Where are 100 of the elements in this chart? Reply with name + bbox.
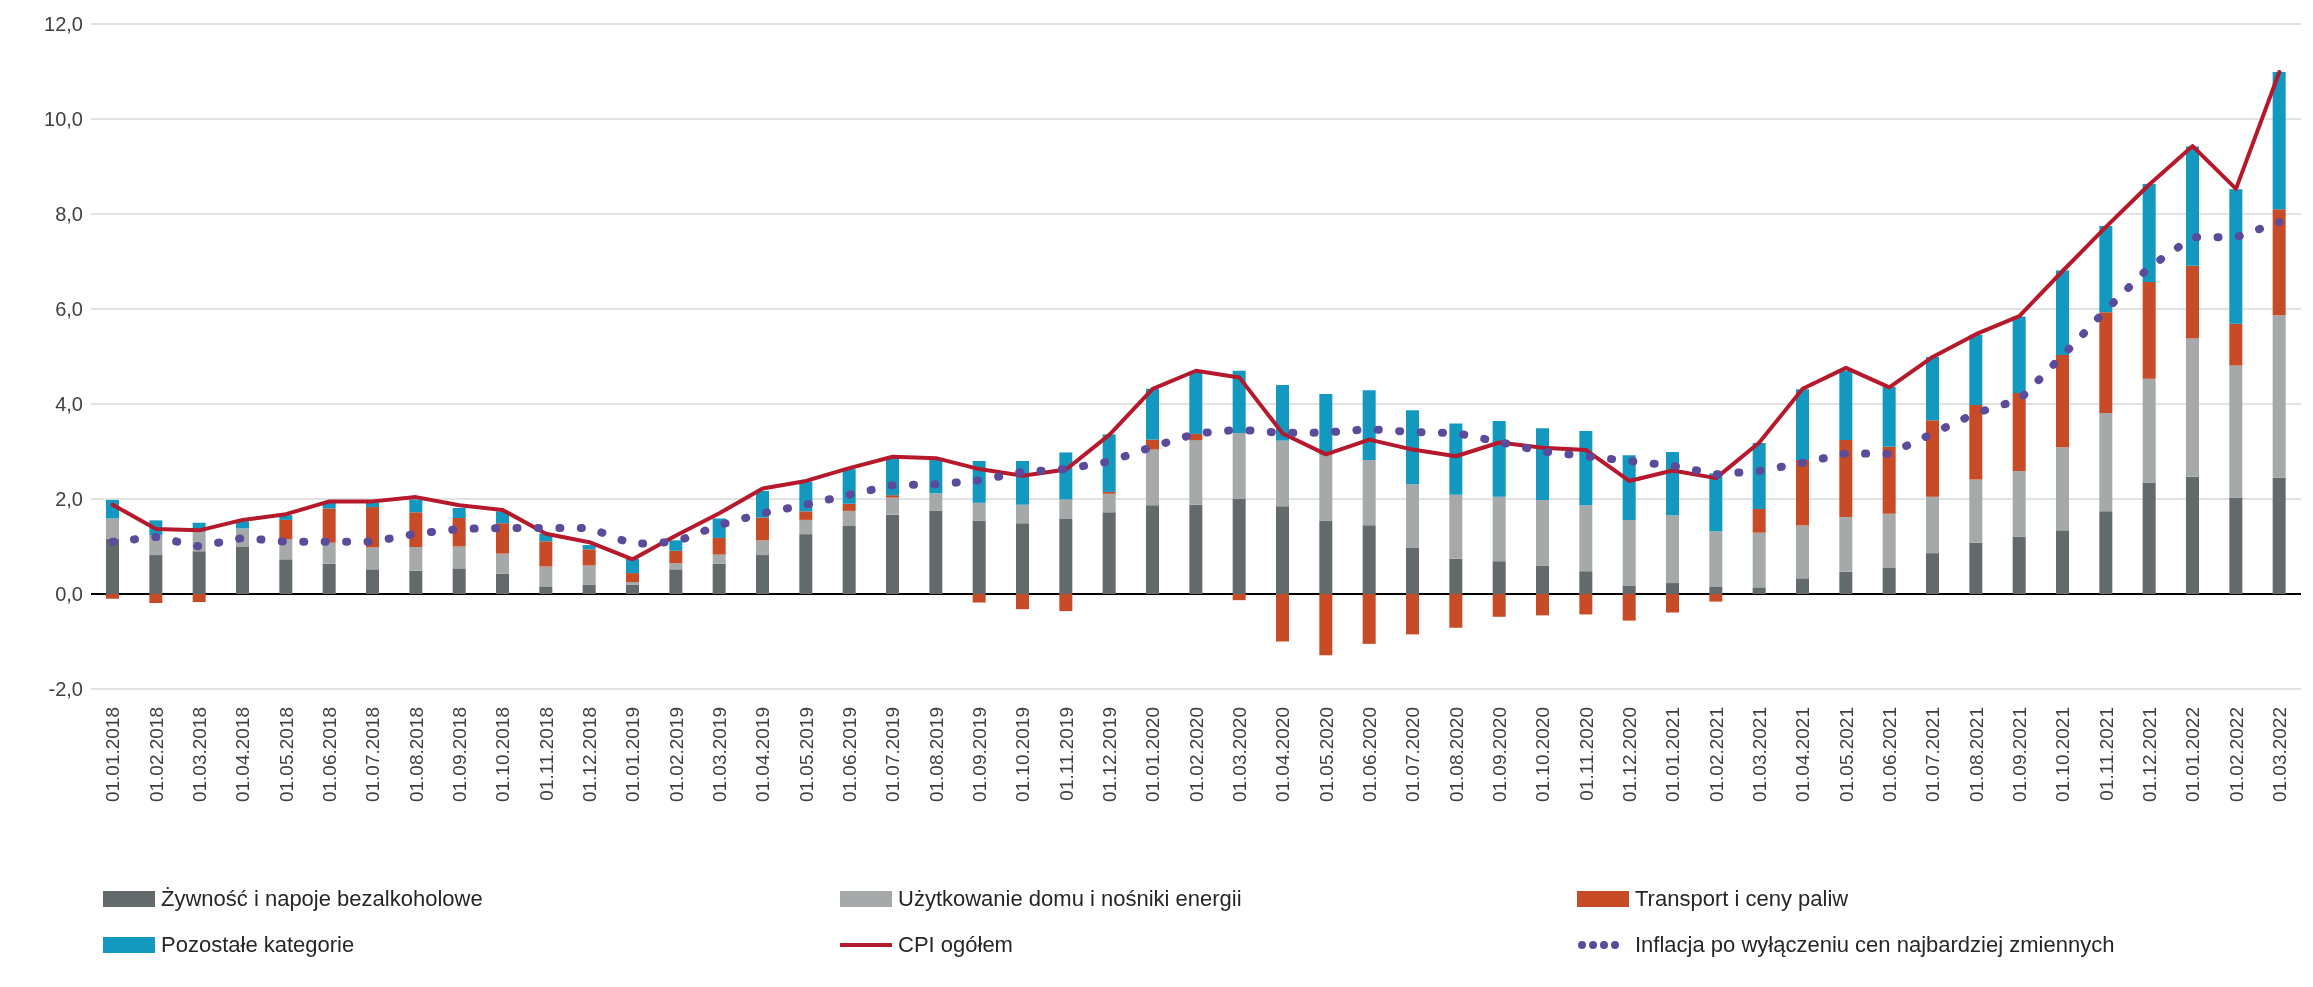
bar <box>626 582 639 585</box>
bar <box>1406 484 1419 548</box>
legend-label: Transport i ceny paliw <box>1635 886 1849 912</box>
bar <box>322 508 336 543</box>
x-tick-label: 01.10.2018 <box>492 707 514 803</box>
bar <box>2186 338 2199 477</box>
bar <box>842 503 856 511</box>
x-tick-label: 01.09.2018 <box>448 707 470 803</box>
bar <box>669 540 683 551</box>
y-tick-label: 12,0 <box>44 13 83 36</box>
legend-label: Żywność i napoje bezalkoholowe <box>161 886 483 912</box>
x-tick-label: 01.03.2020 <box>1228 707 1250 803</box>
bar <box>1752 532 1766 588</box>
bar <box>712 537 726 555</box>
x-tick-label: 01.11.2019 <box>1055 707 1077 801</box>
x-tick-label: 01.05.2020 <box>1315 707 1337 803</box>
bar <box>1016 523 1029 594</box>
bar <box>712 563 726 594</box>
legend-label: Użytkowanie domu i nośniki energii <box>898 886 1242 912</box>
x-tick-label: 01.04.2018 <box>232 707 254 803</box>
bar <box>1622 519 1636 586</box>
bar <box>1362 390 1376 461</box>
bar <box>886 495 899 498</box>
bar <box>582 549 596 566</box>
y-tick-label: 2,0 <box>55 488 83 511</box>
legend-label: Inflacja po wyłączeniu cen najbardziej zmiennych <box>1635 932 2115 958</box>
bar <box>149 594 163 604</box>
bar <box>2012 536 2026 594</box>
bar <box>1926 553 1939 594</box>
bar <box>1276 594 1289 642</box>
bar <box>1752 587 1766 594</box>
bar <box>366 507 379 548</box>
bar <box>929 510 943 594</box>
bar <box>2012 393 2026 471</box>
bar <box>1189 440 1203 505</box>
bar <box>192 594 206 603</box>
bar <box>1362 460 1376 526</box>
bar <box>626 584 639 594</box>
x-tick-label: 01.06.2019 <box>838 707 860 803</box>
bar <box>366 547 379 570</box>
x-tick-label: 01.03.2018 <box>188 707 210 803</box>
x-tick-label: 01.09.2020 <box>1488 707 1510 803</box>
bar <box>2229 365 2243 498</box>
bar <box>1882 386 1896 447</box>
bar <box>1536 428 1549 500</box>
bar <box>2272 477 2286 594</box>
bar <box>539 566 553 587</box>
bar <box>452 546 466 569</box>
bar <box>972 594 986 603</box>
bar <box>1406 410 1419 485</box>
bar <box>106 538 119 594</box>
x-tick-label: 01.06.2020 <box>1358 707 1380 803</box>
bar <box>1449 494 1463 559</box>
y-tick-label: 0,0 <box>55 583 83 606</box>
bar <box>886 514 899 594</box>
bar <box>626 573 639 583</box>
bar <box>1579 571 1593 594</box>
x-tick-label: 01.05.2019 <box>795 707 817 803</box>
bar <box>496 523 509 554</box>
bar <box>1622 585 1636 594</box>
bar <box>1926 496 1939 554</box>
bar <box>1362 525 1376 594</box>
x-tick-label: 01.03.2022 <box>2268 707 2290 803</box>
bar <box>496 553 509 574</box>
bar <box>756 555 769 594</box>
bar <box>192 551 206 594</box>
bar <box>2056 270 2069 356</box>
bar <box>1882 513 1896 568</box>
bar <box>1969 542 1983 594</box>
bar <box>2056 447 2069 531</box>
x-tick-label: 01.03.2021 <box>1748 707 1770 803</box>
bar <box>1059 499 1073 519</box>
x-tick-label: 01.06.2018 <box>318 707 340 803</box>
bar <box>1536 499 1549 566</box>
bar <box>452 568 466 594</box>
x-tick-label: 01.04.2021 <box>1792 707 1814 803</box>
bar <box>1276 506 1289 594</box>
x-tick-label: 01.10.2021 <box>2052 707 2074 803</box>
bar <box>1796 389 1809 461</box>
bar <box>1926 420 1939 497</box>
x-tick-label: 01.08.2018 <box>405 707 427 803</box>
x-tick-label: 01.03.2019 <box>708 707 730 803</box>
x-tick-label: 01.02.2022 <box>2225 707 2247 803</box>
bar <box>712 554 726 564</box>
bar <box>409 512 423 547</box>
bar <box>1276 440 1289 507</box>
bar <box>582 565 596 585</box>
bar <box>1969 479 1983 543</box>
bar <box>1579 594 1593 615</box>
bar <box>1406 594 1419 635</box>
bar <box>2186 476 2199 594</box>
bar <box>1449 423 1463 495</box>
bar <box>799 511 813 520</box>
bar <box>1146 388 1159 440</box>
bar <box>106 594 119 599</box>
x-tick-label: 01.01.2018 <box>102 707 124 803</box>
bar <box>2142 184 2156 282</box>
bar <box>1232 432 1246 499</box>
bar <box>1622 594 1636 621</box>
bar <box>1579 431 1593 506</box>
